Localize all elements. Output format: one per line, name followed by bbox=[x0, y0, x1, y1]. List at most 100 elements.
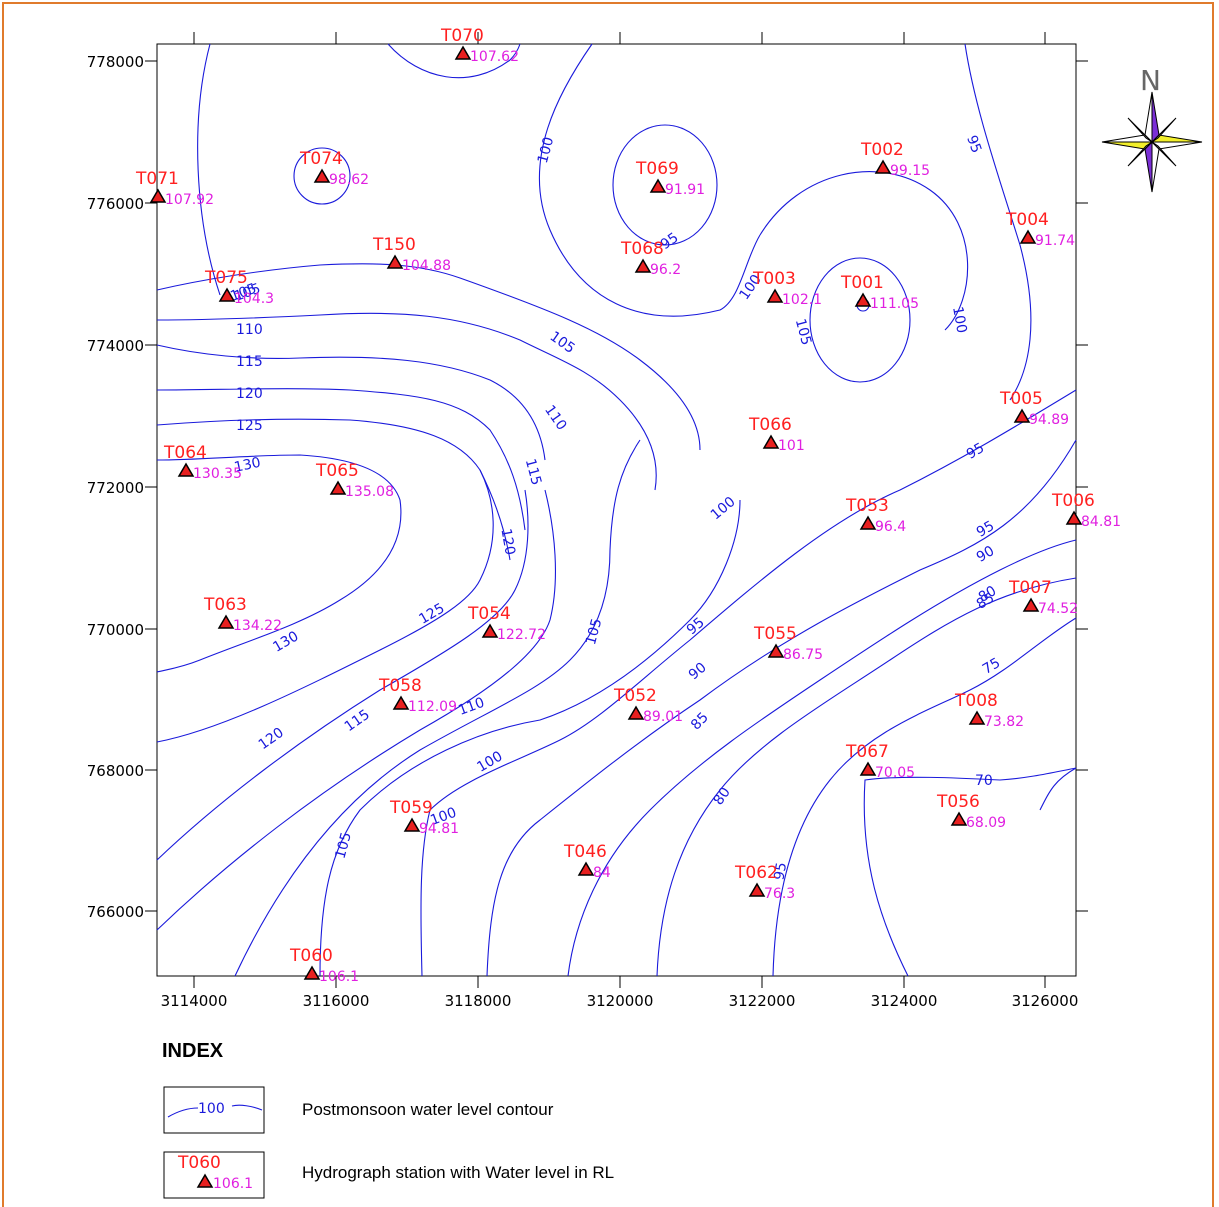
station-t150: T150 104.88 bbox=[372, 235, 451, 274]
contour-label: 125 bbox=[416, 600, 447, 627]
station-triangle-icon bbox=[392, 695, 410, 710]
station-name: T007 bbox=[1008, 578, 1052, 598]
contour-label: 105 bbox=[583, 617, 605, 647]
station-triangle-icon bbox=[217, 614, 235, 629]
contour-label: 95 bbox=[963, 133, 984, 155]
station-triangle-icon bbox=[149, 188, 167, 203]
station-value: 111.05 bbox=[870, 296, 919, 312]
contour-lines bbox=[156, 43, 1077, 977]
contour-label: 75 bbox=[980, 655, 1003, 678]
axis-ticks bbox=[145, 32, 1088, 988]
station-t001: T001 111.05 bbox=[840, 273, 919, 312]
station-t053: T053 96.4 bbox=[845, 496, 906, 535]
station-t056: T056 68.09 bbox=[936, 792, 1006, 831]
contour-labels: 100 95 105 110 115 120 125 130 105 95 10… bbox=[228, 133, 1003, 881]
contour-label: 110 bbox=[236, 322, 263, 338]
contour-line bbox=[420, 389, 1077, 977]
contour-line bbox=[656, 577, 1077, 977]
station-name: T065 bbox=[315, 461, 359, 481]
station-name: T062 bbox=[734, 863, 778, 883]
plot-border bbox=[156, 43, 1077, 977]
station-name: T067 bbox=[845, 742, 889, 762]
station-triangle-icon bbox=[748, 882, 766, 897]
station-name: T150 bbox=[372, 235, 416, 255]
station-value: 94.81 bbox=[419, 821, 459, 837]
contour-line bbox=[234, 439, 641, 977]
station-t060: T060 106.1 bbox=[289, 946, 359, 985]
station-t008: T008 73.82 bbox=[954, 691, 1024, 730]
x-tick-label: 3122000 bbox=[729, 992, 796, 1010]
contour-label: 120 bbox=[497, 527, 517, 556]
station-t062: T062 76.3 bbox=[734, 863, 795, 902]
station-name: T005 bbox=[999, 389, 1043, 409]
station-t068: T068 96.2 bbox=[620, 239, 681, 278]
station-t006: T006 84.81 bbox=[1051, 491, 1121, 530]
station-t005: T005 94.89 bbox=[999, 389, 1069, 428]
contour-label: 115 bbox=[522, 457, 544, 487]
station-value: 73.82 bbox=[984, 714, 1024, 730]
station-value: 89.01 bbox=[643, 709, 683, 725]
station-markers: T070107.62T07498.62T071107.92T06991.91T0… bbox=[135, 26, 1121, 985]
legend-station-name: T060 bbox=[177, 1153, 221, 1173]
station-triangle-icon bbox=[1022, 597, 1040, 612]
station-value: 70.05 bbox=[875, 765, 915, 781]
station-value: 106.1 bbox=[319, 969, 359, 985]
station-value: 91.91 bbox=[665, 182, 705, 198]
station-t002: T002 99.15 bbox=[860, 140, 930, 179]
legend-station-text: Hydrograph station with Water level in R… bbox=[302, 1163, 615, 1182]
station-name: T060 bbox=[289, 946, 333, 966]
station-triangle-icon bbox=[481, 623, 499, 638]
station-value: 104.3 bbox=[234, 291, 274, 307]
station-value: 96.2 bbox=[650, 262, 681, 278]
station-t071: T071 107.92 bbox=[135, 169, 214, 208]
station-triangle-icon bbox=[1019, 229, 1037, 244]
contour-line bbox=[156, 344, 546, 461]
station-value: 91.74 bbox=[1035, 233, 1075, 249]
contour-line bbox=[156, 312, 657, 491]
contour-line bbox=[156, 489, 529, 861]
station-t066: T066 101 bbox=[748, 415, 805, 454]
contour-label: 85 bbox=[974, 590, 997, 613]
station-triangle-icon bbox=[649, 178, 667, 193]
y-tick-label: 768000 bbox=[87, 762, 144, 780]
station-t074: T074 98.62 bbox=[299, 149, 369, 188]
contour-label: 105 bbox=[547, 329, 578, 357]
station-value: 86.75 bbox=[783, 647, 823, 663]
station-name: T004 bbox=[1005, 210, 1049, 230]
contour-line bbox=[197, 43, 221, 296]
station-t007: T007 74.52 bbox=[1008, 578, 1078, 617]
station-triangle-icon bbox=[762, 434, 780, 449]
station-name: T068 bbox=[620, 239, 664, 259]
station-triangle-icon bbox=[329, 480, 347, 495]
x-tick-label: 3114000 bbox=[161, 992, 228, 1010]
contour-label: 120 bbox=[256, 725, 287, 753]
legend: INDEX bbox=[162, 1040, 223, 1063]
x-tick-label: 3126000 bbox=[1012, 992, 1079, 1010]
station-triangle-icon bbox=[950, 811, 968, 826]
station-name: T064 bbox=[163, 443, 207, 463]
contour-label: 125 bbox=[236, 418, 263, 434]
contour-line bbox=[863, 767, 1077, 977]
station-name: T058 bbox=[378, 676, 422, 696]
contour-label: 130 bbox=[233, 455, 262, 476]
station-name: T003 bbox=[752, 269, 796, 289]
station-triangle-icon bbox=[1013, 408, 1031, 423]
station-triangle-icon bbox=[577, 861, 595, 876]
station-name: T069 bbox=[635, 159, 679, 179]
contour-label: 90 bbox=[974, 543, 997, 566]
station-value: 134.22 bbox=[233, 618, 282, 634]
station-value: 98.62 bbox=[329, 172, 369, 188]
station-triangle-icon bbox=[854, 292, 872, 307]
contour-line bbox=[156, 418, 511, 561]
station-value: 107.92 bbox=[165, 192, 214, 208]
station-t075: T075 104.3 bbox=[204, 268, 274, 307]
legend-contour-text: Postmonsoon water level contour bbox=[302, 1100, 554, 1119]
contour-line bbox=[156, 388, 526, 531]
contour-label: 95 bbox=[684, 615, 708, 639]
station-t003: T003 102.1 bbox=[752, 269, 822, 308]
station-triangle-icon bbox=[218, 287, 236, 302]
station-name: T063 bbox=[203, 595, 247, 615]
contour-line bbox=[486, 439, 1077, 977]
station-name: T056 bbox=[936, 792, 980, 812]
station-value: 84.81 bbox=[1081, 514, 1121, 530]
